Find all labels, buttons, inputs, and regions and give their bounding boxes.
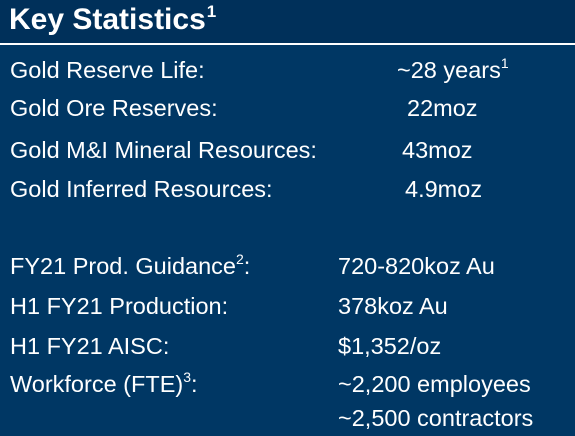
footnote-marker: 2 [236, 251, 244, 267]
stat-value-gold-mi-resources: 43moz [402, 137, 473, 163]
stat-value-gold-reserve-life: ~28 years1 [397, 51, 509, 89]
stat-row-gold-inferred: Gold Inferred Resources: 4.9moz [0, 170, 575, 208]
stat-label-gold-mi-resources: Gold M&I Mineral Resources: [10, 137, 317, 163]
stat-row-h1-production: H1 FY21 Production: 378koz Au [0, 287, 575, 325]
title-footnote-marker: 1 [206, 2, 217, 21]
stat-value-prod-guidance: 720-820koz Au [338, 253, 495, 279]
footnote-marker: 3 [183, 369, 192, 385]
stat-row-workforce-contractors: ~2,500 contractors [0, 399, 575, 436]
stat-row-gold-reserve-life: Gold Reserve Life: ~28 years1 [0, 51, 575, 89]
stat-value-workforce-employees: ~2,200 employees [338, 371, 531, 397]
stat-row-gold-ore-reserves: Gold Ore Reserves: 22moz [0, 89, 575, 127]
stat-label-gold-ore-reserves: Gold Ore Reserves: [10, 95, 218, 121]
stat-label-workforce: Workforce (FTE)3: [10, 369, 198, 397]
stat-label-prod-guidance: FY21 Prod. Guidance2: [10, 251, 251, 279]
title-band: Key Statistics1 [0, 0, 575, 45]
stat-value-h1-production: 378koz Au [338, 293, 448, 319]
page-title: Key Statistics1 [9, 1, 216, 39]
footnote-marker: 1 [500, 55, 509, 71]
stat-row-h1-aisc: H1 FY21 AISC: $1,352/oz [0, 327, 575, 365]
stat-value-workforce-contractors: ~2,500 contractors [338, 405, 534, 431]
stat-label-h1-production: H1 FY21 Production: [10, 293, 229, 319]
stat-label-gold-inferred: Gold Inferred Resources: [10, 176, 273, 202]
page-title-text: Key Statistics [9, 3, 206, 36]
stat-value-gold-ore-reserves: 22moz [407, 95, 478, 121]
stat-row-gold-mi-resources: Gold M&I Mineral Resources: 43moz [0, 131, 575, 169]
stat-value-h1-aisc: $1,352/oz [338, 333, 442, 359]
stat-row-workforce: Workforce (FTE)3: ~2,200 employees [0, 365, 575, 403]
stat-value-gold-reserve-life-text: ~28 years [397, 57, 501, 83]
stat-label-h1-aisc: H1 FY21 AISC: [10, 333, 170, 359]
stat-label-gold-reserve-life: Gold Reserve Life: [10, 57, 205, 83]
stat-label-prod-guidance-text: FY21 Prod. Guidance [10, 253, 236, 279]
stat-label-workforce-text: Workforce (FTE) [10, 371, 184, 397]
stat-value-gold-inferred: 4.9moz [405, 176, 483, 202]
stat-row-prod-guidance: FY21 Prod. Guidance2: 720-820koz Au [0, 247, 575, 285]
